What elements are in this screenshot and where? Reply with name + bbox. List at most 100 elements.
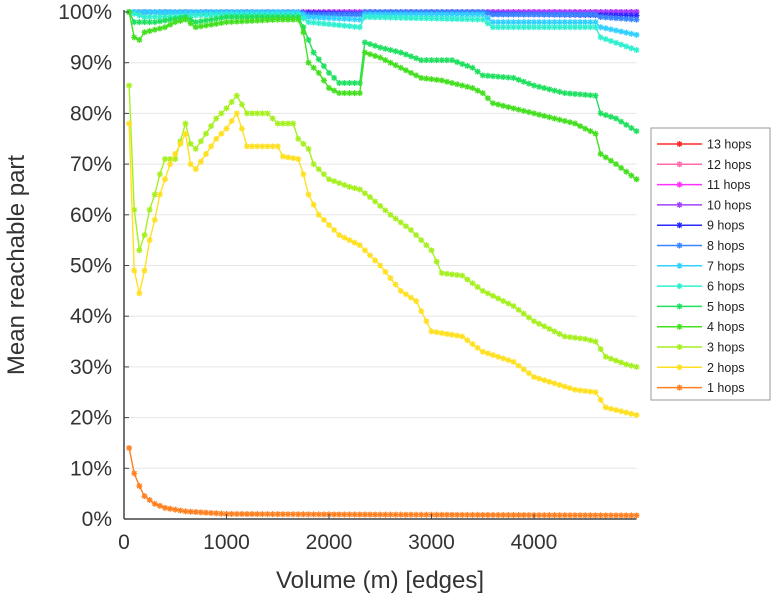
data-point-2-hops <box>310 201 317 208</box>
data-point-1-hops <box>587 512 594 519</box>
data-point-7-hops <box>331 15 338 22</box>
data-point-1-hops <box>197 509 204 516</box>
data-point-1-hops <box>367 511 373 518</box>
data-point-7-hops <box>310 14 317 21</box>
legend-label: 2 hops <box>707 361 745 375</box>
data-point-7-hops <box>484 15 491 22</box>
data-point-3-hops <box>551 328 558 335</box>
data-point-3-hops <box>546 325 553 332</box>
data-point-2-hops <box>536 375 543 382</box>
data-point-1-hops <box>259 511 266 518</box>
data-point-10-hops <box>623 9 630 15</box>
data-point-5-hops <box>418 57 425 64</box>
data-point-4-hops <box>613 161 619 168</box>
data-point-2-hops <box>182 130 189 137</box>
data-point-5-hops <box>408 53 414 60</box>
data-point-3-hops <box>187 140 194 147</box>
data-point-5-hops <box>602 112 609 119</box>
data-point-1-hops <box>546 512 553 519</box>
data-point-8-hops <box>602 14 609 21</box>
data-point-2-hops <box>259 143 266 150</box>
data-point-2-hops <box>244 143 250 150</box>
legend-marker <box>676 303 683 310</box>
legend-item-11-hops: 11 hops <box>657 178 751 192</box>
data-point-1-hops <box>310 511 317 518</box>
data-point-3-hops <box>500 297 507 304</box>
data-point-7-hops <box>418 11 425 18</box>
data-point-4-hops <box>597 150 604 157</box>
data-point-2-hops <box>131 267 138 274</box>
data-point-5-hops <box>525 80 532 87</box>
data-point-6-hops <box>300 15 307 22</box>
data-point-8-hops <box>546 11 553 18</box>
data-point-6-hops <box>326 21 332 28</box>
data-point-6-hops <box>213 11 220 18</box>
data-point-3-hops <box>182 120 189 127</box>
data-point-4-hops <box>238 18 245 25</box>
data-point-4-hops <box>413 72 420 79</box>
data-point-8-hops <box>525 11 532 18</box>
data-point-2-hops <box>510 358 517 365</box>
data-point-2-hops <box>197 158 204 165</box>
data-point-1-hops <box>602 512 609 519</box>
data-point-7-hops <box>187 9 194 15</box>
data-point-5-hops <box>454 59 461 66</box>
data-point-6-hops <box>156 13 163 20</box>
data-point-3-hops <box>382 207 389 214</box>
data-point-2-hops <box>264 143 271 150</box>
data-point-2-hops <box>418 308 425 315</box>
data-point-4-hops <box>244 18 250 25</box>
data-point-3-hops <box>131 206 138 213</box>
data-point-5-hops <box>233 14 240 21</box>
data-point-5-hops <box>336 79 343 86</box>
data-point-3-hops <box>397 219 404 226</box>
data-point-3-hops <box>402 223 409 230</box>
data-point-1-hops <box>167 505 174 512</box>
data-point-4-hops <box>525 109 532 116</box>
data-point-5-hops <box>192 19 199 26</box>
data-point-4-hops <box>484 95 491 102</box>
data-point-7-hops <box>613 27 619 34</box>
data-point-6-hops <box>443 15 450 22</box>
data-point-3-hops <box>320 171 327 178</box>
data-point-3-hops <box>213 115 220 122</box>
data-point-2-hops <box>326 221 332 228</box>
data-point-5-hops <box>218 14 225 21</box>
data-point-3-hops <box>238 101 245 108</box>
data-point-5-hops <box>505 74 512 81</box>
data-point-3-hops <box>285 120 291 127</box>
data-point-4-hops <box>172 19 179 26</box>
data-point-4-hops <box>469 85 476 92</box>
data-point-4-hops <box>531 110 537 117</box>
data-point-8-hops <box>551 11 558 18</box>
data-point-7-hops <box>449 11 455 18</box>
data-point-2-hops <box>218 130 225 137</box>
data-point-7-hops <box>592 19 599 26</box>
data-point-5-hops <box>541 85 548 92</box>
data-point-2-hops <box>387 275 394 282</box>
data-point-1-hops <box>233 510 240 517</box>
data-point-6-hops <box>602 36 609 43</box>
data-point-3-hops <box>582 336 589 343</box>
data-point-2-hops <box>397 287 404 294</box>
data-point-1-hops <box>628 512 635 519</box>
data-point-5-hops <box>633 128 640 135</box>
data-point-7-hops <box>495 19 502 26</box>
data-point-1-hops <box>541 512 548 519</box>
data-point-4-hops <box>233 18 240 25</box>
data-point-1-hops <box>597 512 604 519</box>
data-point-7-hops <box>346 16 353 23</box>
data-point-7-hops <box>454 11 461 18</box>
data-point-2-hops <box>269 143 276 150</box>
data-point-3-hops <box>377 202 384 209</box>
data-point-1-hops <box>459 511 466 518</box>
data-point-3-hops <box>474 284 481 291</box>
data-point-5-hops <box>315 56 322 63</box>
data-point-4-hops <box>290 16 297 23</box>
data-point-7-hops <box>433 11 440 18</box>
legend: 13 hops 12 hops 11 hops 10 hops 9 hops 8 hops… <box>650 127 771 401</box>
legend-marker <box>676 262 683 269</box>
data-point-7-hops <box>607 26 614 33</box>
data-point-3-hops <box>577 335 584 342</box>
